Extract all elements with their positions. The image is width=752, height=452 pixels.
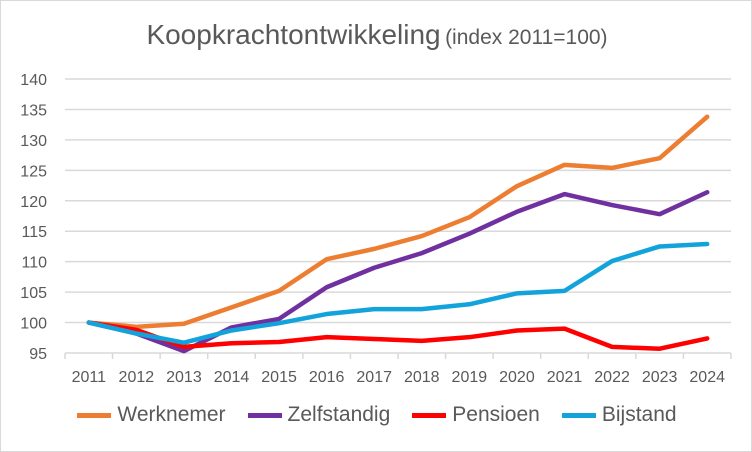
title-main: Koopkrachtontwikkeling — [146, 19, 441, 50]
x-tick-label: 2014 — [214, 369, 250, 386]
y-tick-label: 120 — [20, 194, 47, 211]
series-line-werknemer — [86, 114, 710, 330]
legend-label: Zelfstandig — [287, 403, 391, 426]
x-tick-label: 2013 — [166, 369, 202, 386]
x-tick-label: 2024 — [689, 369, 725, 386]
x-tick-label: 2021 — [547, 369, 583, 386]
x-tick-label: 2023 — [642, 369, 678, 386]
y-tick-label: 140 — [20, 72, 47, 89]
legend-label: Bijstand — [601, 403, 677, 426]
y-tick-label: 130 — [20, 133, 47, 150]
y-tick-label: 115 — [21, 224, 47, 241]
x-tick-label: 2016 — [309, 369, 345, 386]
legend-item: Bijstand — [561, 403, 677, 427]
legend: Werknemer Zelfstandig Pensioen Bijstand — [1, 403, 751, 427]
legend-swatch — [247, 412, 282, 418]
legend-swatch — [412, 412, 447, 418]
x-tick-label: 2020 — [499, 369, 535, 386]
legend-swatch — [561, 412, 596, 418]
series-line-zelfstandig — [86, 190, 710, 354]
legend-swatch — [77, 412, 112, 418]
x-tick-label: 2011 — [72, 369, 107, 386]
legend-item: Zelfstandig — [247, 403, 391, 427]
x-tick-label: 2015 — [261, 369, 297, 386]
legend-label: Werknemer — [117, 403, 226, 426]
legend-label: Pensioen — [452, 403, 540, 426]
title-subtitle: (index 2011=100) — [445, 26, 608, 49]
x-tick-label: 2018 — [404, 369, 440, 386]
x-tick-label: 2022 — [594, 369, 630, 386]
x-tick-label: 2017 — [356, 369, 392, 386]
series-line-pensioen — [86, 320, 710, 351]
series-line-bijstand — [86, 241, 710, 345]
y-tick-label: 95 — [29, 346, 47, 363]
y-tick-label: 110 — [21, 255, 47, 272]
legend-item: Werknemer — [77, 403, 226, 427]
y-tick-label: 105 — [20, 285, 47, 302]
y-tick-label: 125 — [20, 163, 47, 180]
y-tick-label: 100 — [20, 316, 47, 333]
y-tick-label: 135 — [20, 102, 47, 119]
legend-item: Pensioen — [412, 403, 540, 427]
x-tick-label: 2019 — [452, 369, 488, 386]
chart-title: Koopkrachtontwikkeling (index 2011=100) — [1, 19, 751, 51]
x-tick-label: 2012 — [119, 369, 155, 386]
